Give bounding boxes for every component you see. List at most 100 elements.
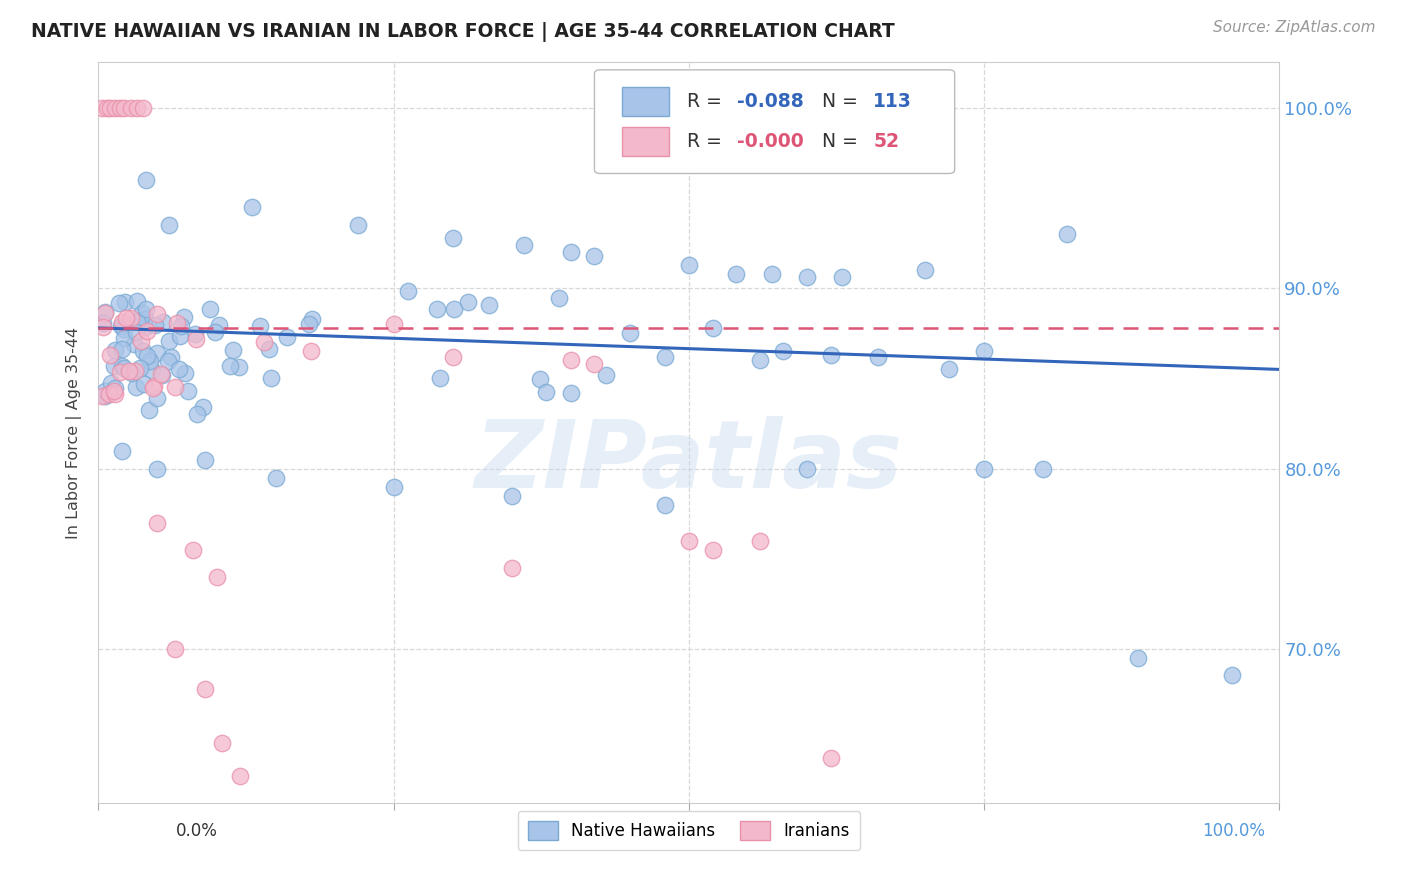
Point <box>107 295 129 310</box>
Point <box>124 364 146 378</box>
Point <box>134 320 156 334</box>
Text: N =: N = <box>823 92 865 112</box>
Point <box>112 331 135 345</box>
Point <box>157 218 180 232</box>
Point <box>104 386 127 401</box>
Point <box>146 307 169 321</box>
Point <box>165 380 187 394</box>
Point <box>560 245 582 260</box>
Point <box>134 376 156 391</box>
Point <box>249 319 271 334</box>
Point <box>748 353 770 368</box>
Point <box>184 327 207 342</box>
Point <box>583 249 606 263</box>
Point <box>108 101 131 115</box>
Point <box>103 343 125 357</box>
Point <box>103 384 125 398</box>
Text: -0.088: -0.088 <box>737 92 804 112</box>
Point <box>120 311 142 326</box>
Point <box>347 218 370 232</box>
Point <box>820 750 842 764</box>
Point <box>796 461 818 475</box>
Point <box>169 328 191 343</box>
Point <box>111 443 134 458</box>
Point <box>654 498 676 512</box>
Point <box>181 543 204 558</box>
Point <box>595 368 617 383</box>
Point <box>973 344 995 359</box>
FancyBboxPatch shape <box>621 87 669 117</box>
Point <box>457 294 479 309</box>
Point <box>136 324 159 338</box>
Point <box>104 381 127 395</box>
Point <box>219 359 242 373</box>
Text: N =: N = <box>823 132 865 151</box>
Point <box>143 378 166 392</box>
Point <box>165 642 187 657</box>
Point <box>228 359 250 374</box>
Point <box>118 364 141 378</box>
Point <box>94 305 117 319</box>
Point <box>831 270 853 285</box>
Point <box>1220 667 1243 681</box>
Point <box>184 332 207 346</box>
Point <box>796 270 818 285</box>
Point <box>478 298 501 312</box>
Point <box>91 101 114 115</box>
FancyBboxPatch shape <box>621 127 669 156</box>
Point <box>191 400 214 414</box>
Point <box>94 389 117 403</box>
Point <box>443 301 465 316</box>
Point <box>276 330 298 344</box>
Point <box>654 350 676 364</box>
Point <box>98 101 121 115</box>
Point <box>136 349 159 363</box>
Text: R =: R = <box>686 92 727 112</box>
Point <box>152 315 174 329</box>
Point <box>938 362 960 376</box>
Point <box>264 471 287 485</box>
Point <box>177 384 200 398</box>
Point <box>150 367 173 381</box>
Point <box>94 384 117 399</box>
Text: 113: 113 <box>873 92 912 112</box>
Point <box>139 353 162 368</box>
Point <box>619 326 641 341</box>
Point <box>702 543 724 558</box>
Point <box>560 385 582 400</box>
Point <box>112 361 135 376</box>
Point <box>125 314 148 328</box>
Point <box>501 489 523 503</box>
Point <box>125 326 148 340</box>
Point <box>198 302 221 317</box>
Point <box>94 306 117 320</box>
Point <box>583 357 606 371</box>
Point <box>114 310 136 325</box>
Point <box>131 306 153 320</box>
Point <box>110 319 132 334</box>
Point <box>534 384 557 399</box>
Point <box>725 267 748 281</box>
Point <box>146 516 169 530</box>
Point <box>914 263 936 277</box>
Point <box>259 342 281 356</box>
Legend: Native Hawaiians, Iranians: Native Hawaiians, Iranians <box>517 811 860 850</box>
Point <box>104 101 127 115</box>
Point <box>1056 227 1078 241</box>
Point <box>135 302 157 317</box>
Point <box>204 325 226 339</box>
Point <box>170 318 193 333</box>
Point <box>441 230 464 244</box>
Point <box>820 348 842 362</box>
Point <box>91 316 114 330</box>
Point <box>501 561 523 575</box>
Text: 52: 52 <box>873 132 900 151</box>
Point <box>98 348 121 362</box>
Point <box>186 407 208 421</box>
Point <box>166 316 188 330</box>
Point <box>91 388 114 402</box>
Point <box>131 343 153 358</box>
Point <box>111 359 134 373</box>
Text: 100.0%: 100.0% <box>1202 822 1265 840</box>
Point <box>678 533 700 548</box>
